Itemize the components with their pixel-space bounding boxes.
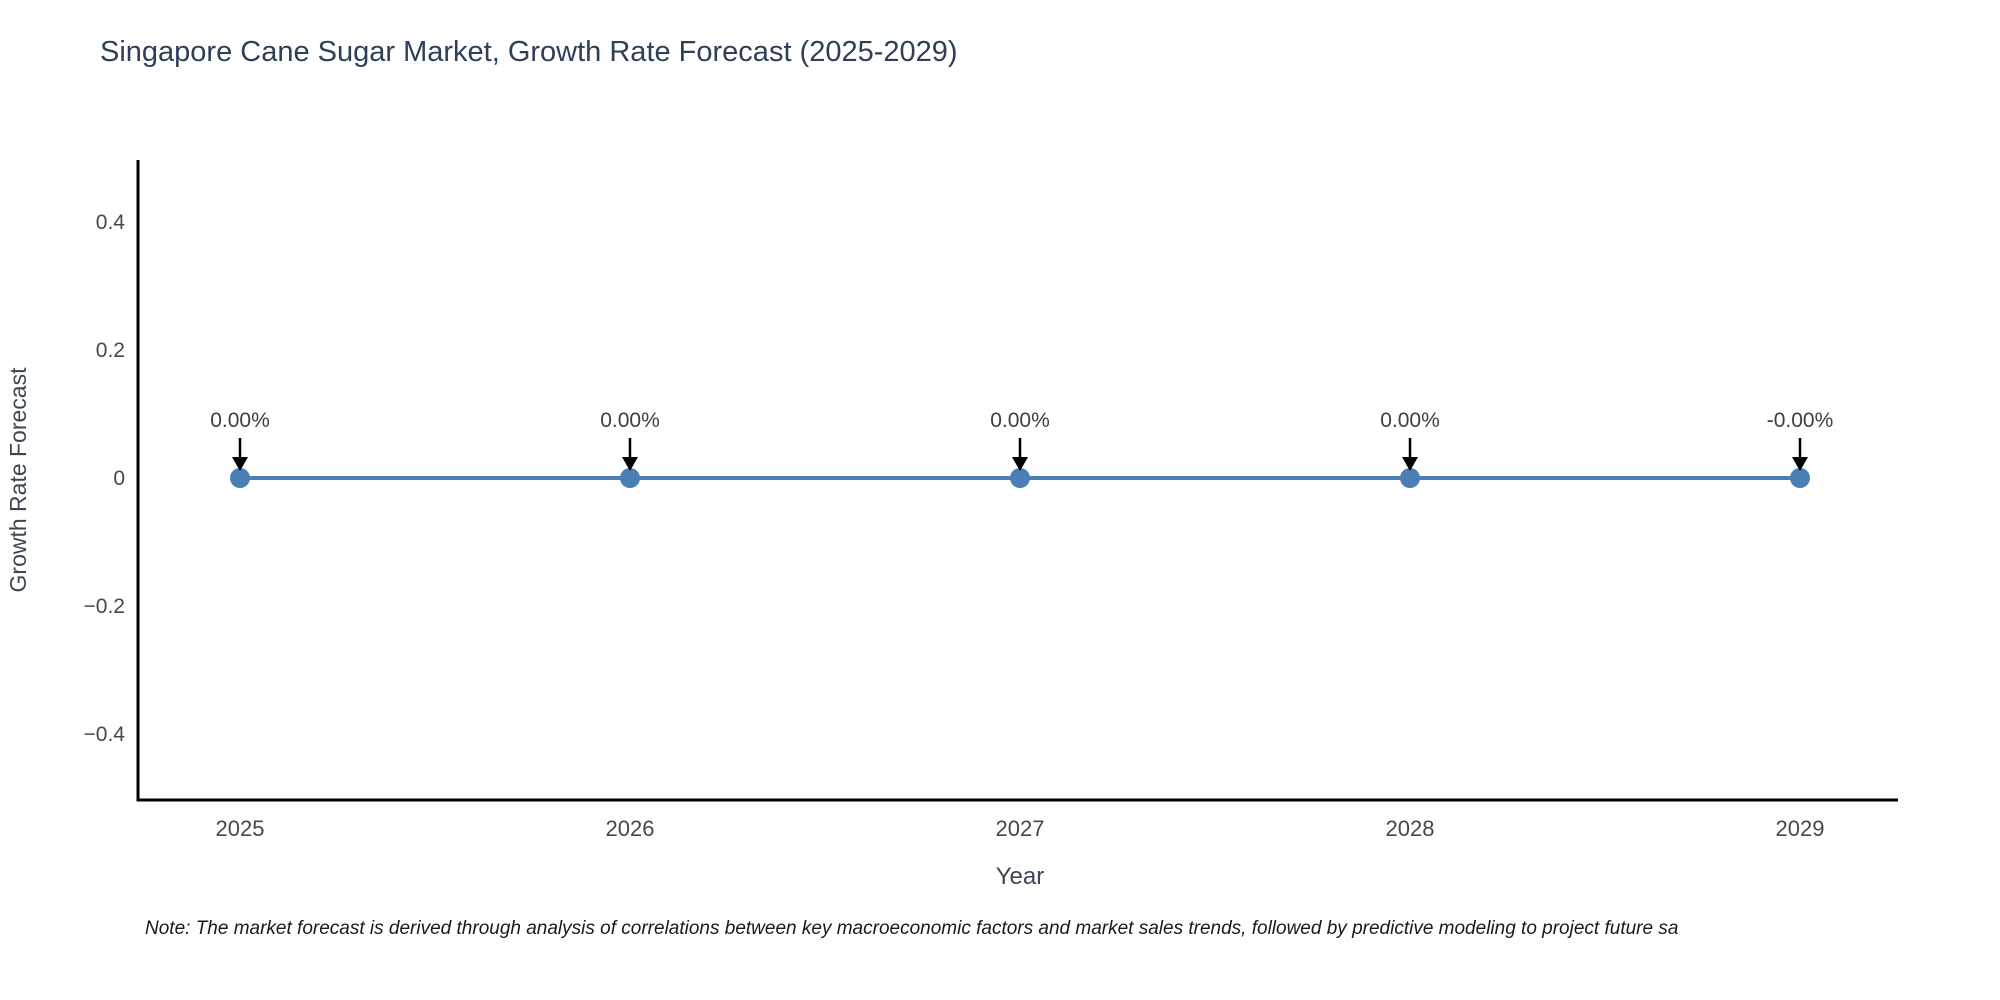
data-point (620, 468, 640, 488)
y-axis-title: Growth Rate Forecast (5, 367, 31, 593)
x-tick-label: 2026 (606, 816, 655, 841)
point-value-label: 0.00% (990, 409, 1050, 432)
y-tick-label: 0.4 (96, 211, 126, 234)
point-value-label: 0.00% (600, 409, 660, 432)
annotation-arrow-head (1792, 457, 1808, 471)
point-value-label: 0.00% (1380, 409, 1440, 432)
data-point (1400, 468, 1420, 488)
x-tick-label: 2025 (216, 816, 265, 841)
annotation-arrow-head (622, 457, 638, 471)
x-tick-label: 2027 (996, 816, 1045, 841)
x-tick-label: 2029 (1776, 816, 1825, 841)
data-point (230, 468, 250, 488)
x-tick-label: 2028 (1386, 816, 1435, 841)
y-tick-label: 0.2 (96, 339, 125, 362)
data-point (1010, 468, 1030, 488)
point-value-label: -0.00% (1767, 409, 1834, 432)
annotation-arrow-head (1012, 457, 1028, 471)
y-tick-label: 0 (113, 467, 125, 490)
y-tick-label: −0.2 (84, 595, 125, 618)
y-tick-label: −0.4 (84, 723, 126, 746)
x-axis-title: Year (996, 863, 1045, 890)
chart-title: Singapore Cane Sugar Market, Growth Rate… (100, 36, 958, 68)
forecast-methodology-note: Note: The market forecast is derived thr… (145, 918, 1679, 939)
annotation-arrow-head (232, 457, 248, 471)
annotation-arrow-head (1402, 457, 1418, 471)
data-point (1790, 468, 1810, 488)
point-value-label: 0.00% (210, 409, 270, 432)
